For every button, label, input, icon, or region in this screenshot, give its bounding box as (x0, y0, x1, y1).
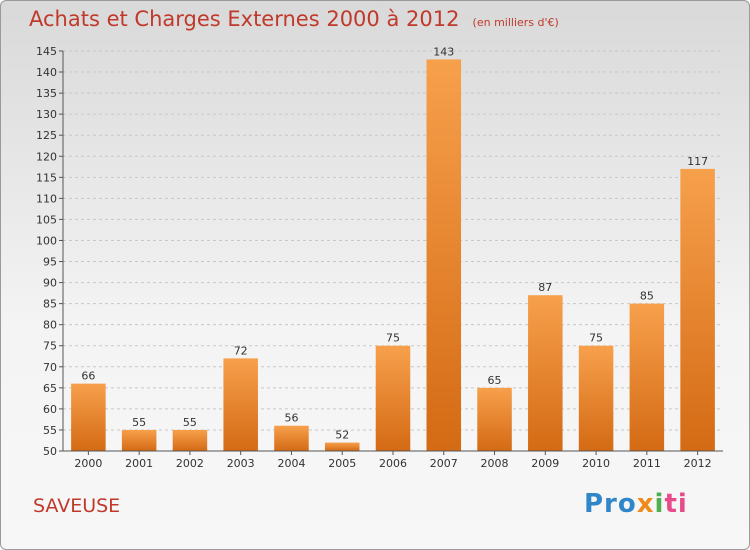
y-tick-label: 75 (43, 340, 57, 353)
x-tick-label-2011: 2011 (633, 457, 661, 470)
y-tick-label: 85 (43, 298, 57, 311)
data-label-2008: 65 (488, 374, 502, 387)
y-tick-label: 120 (36, 150, 57, 163)
x-tick-label-2003: 2003 (227, 457, 255, 470)
bar-2008 (477, 387, 512, 451)
data-label-2010: 75 (589, 332, 603, 345)
bar-2010 (578, 345, 614, 451)
data-label-2001: 55 (132, 416, 146, 429)
data-label-2000: 66 (81, 370, 95, 383)
chart-unit: (en milliers d'€) (472, 16, 559, 29)
y-tick-label: 55 (43, 424, 57, 437)
bar-2001 (121, 429, 157, 451)
y-tick-label: 90 (43, 277, 57, 290)
bar-2012 (680, 168, 715, 452)
y-tick-label: 65 (43, 382, 57, 395)
y-tick-label: 105 (36, 213, 57, 226)
data-label-2005: 52 (335, 429, 349, 442)
y-tick-label: 140 (36, 66, 57, 79)
y-tick-label: 125 (36, 129, 57, 142)
bar-2002 (172, 429, 208, 451)
commune-name: SAVEUSE (33, 495, 121, 517)
bar-2011 (629, 303, 665, 451)
y-tick-label: 110 (36, 192, 57, 205)
y-tick-label: 50 (43, 445, 57, 458)
bar-2006 (375, 345, 411, 451)
data-label-2006: 75 (386, 332, 400, 345)
y-tick-label: 95 (43, 256, 57, 269)
data-label-2009: 87 (538, 281, 552, 294)
y-tick-label: 145 (36, 45, 57, 58)
data-label-2004: 56 (284, 412, 298, 425)
x-tick-label-2002: 2002 (176, 457, 204, 470)
data-label-2003: 72 (234, 344, 248, 357)
bar-2004 (274, 425, 309, 451)
bar-2003 (223, 358, 258, 451)
y-axis: 50 55 60 65 70 75 80 85 90 95 100 105 110 115 120 125 13… (36, 45, 64, 458)
data-label-2002: 55 (183, 416, 197, 429)
x-tick-label-2005: 2005 (328, 457, 356, 470)
y-tick-label: 115 (36, 171, 57, 184)
bar-2005 (324, 442, 360, 451)
x-tick-label-2001: 2001 (125, 457, 153, 470)
x-tick-label-2010: 2010 (582, 457, 610, 470)
y-tick-label: 135 (36, 87, 57, 100)
x-tick-label-2008: 2008 (481, 457, 509, 470)
y-tick-label: 100 (36, 234, 57, 247)
x-tick-label-2006: 2006 (379, 457, 407, 470)
bar-2007 (426, 59, 462, 451)
x-axis: 2000 2001 2002 2003 2004 2005 2006 2007 2008 2009… (63, 450, 723, 470)
y-tick-label: 130 (36, 108, 57, 121)
chart-title: Achats et Charges Externes 2000 à 2012 (29, 7, 460, 31)
bar-2000 (71, 383, 106, 451)
chart-title-block: Achats et Charges Externes 2000 à 2012 (… (29, 7, 559, 31)
data-label-2011: 85 (640, 290, 654, 303)
proxiti-logo[interactable]: Proxiti (584, 489, 688, 519)
x-tick-label-2012: 2012 (684, 457, 712, 470)
bar-2009 (528, 295, 563, 451)
y-tick-label: 70 (43, 361, 57, 374)
data-label-2007: 143 (433, 45, 454, 58)
bars: 66 55 55 72 56 52 75 143 65 87 75 85 117 (71, 45, 715, 452)
x-tick-label-2007: 2007 (430, 457, 458, 470)
x-tick-label-2004: 2004 (277, 457, 305, 470)
x-tick-label-2000: 2000 (74, 457, 102, 470)
y-tick-label: 60 (43, 403, 57, 416)
data-label-2012: 117 (687, 155, 708, 168)
x-tick-label-2009: 2009 (531, 457, 559, 470)
y-tick-label: 80 (43, 319, 57, 332)
